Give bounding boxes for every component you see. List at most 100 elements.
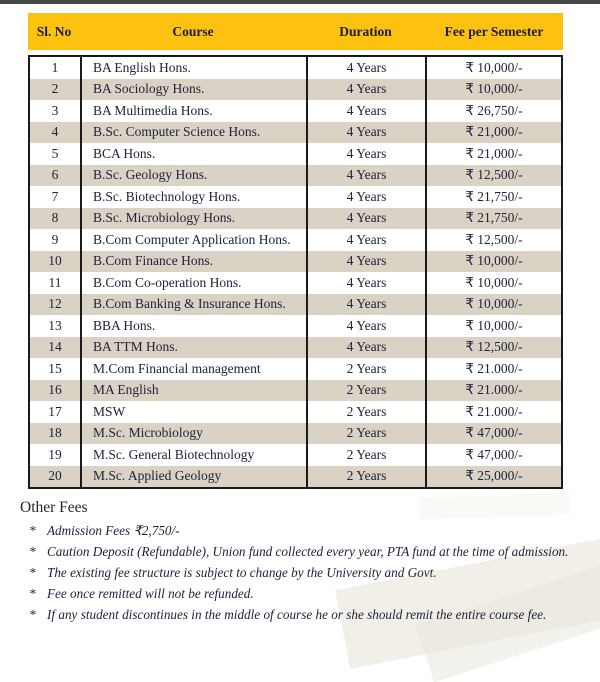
table-row: 13 BBA Hons. 4 Years ₹ 10,000/- bbox=[30, 315, 561, 337]
table-row: 4 B.Sc. Computer Science Hons. 4 Years ₹ 21… bbox=[30, 121, 561, 143]
cell-fee: ₹ 47,000/- bbox=[425, 422, 561, 444]
cell-course: BA English Hons. bbox=[80, 57, 306, 79]
table-row: 5 BCA Hons. 4 Years ₹ 21,000/- bbox=[30, 143, 561, 165]
other-fees-title: Other Fees bbox=[20, 499, 88, 516]
cell-course: B.Sc. Biotechnology Hons. bbox=[80, 186, 306, 208]
cell-sl-no: 3 bbox=[51, 102, 59, 118]
cell-sl-no: 20 bbox=[48, 468, 62, 484]
table-row: 14 BA TTM Hons. 4 Years ₹ 12,500/- bbox=[30, 336, 561, 358]
cell-course: B.Sc. Computer Science Hons. bbox=[80, 121, 306, 143]
cell-sl-no: 9 bbox=[51, 231, 59, 247]
cell-sl-no: 8 bbox=[51, 210, 59, 226]
cell-duration: 4 Years bbox=[306, 143, 425, 165]
fee-structure-page: Sl. No Course Duration Fee per Semester … bbox=[20, 13, 568, 622]
cell-course: BA Sociology Hons. bbox=[80, 78, 306, 100]
cell-fee: ₹ 10,000/- bbox=[425, 250, 561, 272]
cell-course: MSW bbox=[80, 401, 306, 423]
other-fees-text: Caution Deposit (Refundable), Union fund… bbox=[47, 544, 569, 560]
cell-sl-no: 17 bbox=[48, 403, 62, 419]
cell-fee: ₹ 10,000/- bbox=[425, 57, 561, 79]
cell-duration: 4 Years bbox=[306, 336, 425, 358]
fee-table-body: 1 BA English Hons. 4 Years ₹ 10,000/- 2 BA So… bbox=[28, 55, 563, 489]
cell-duration: 4 Years bbox=[306, 272, 425, 294]
other-fees-item: * Admission Fees ₹2,750/- bbox=[20, 524, 586, 538]
cell-fee: ₹ 25,000/- bbox=[425, 465, 561, 487]
cell-fee: ₹ 12,500/- bbox=[425, 336, 561, 358]
cell-sl-no: 6 bbox=[51, 167, 59, 183]
cell-sl-no: 1 bbox=[51, 59, 59, 75]
cell-duration: 4 Years bbox=[306, 164, 425, 186]
cell-sl-no: 7 bbox=[51, 188, 59, 204]
cell-fee: ₹ 10,000/- bbox=[425, 272, 561, 294]
cell-duration: 4 Years bbox=[306, 315, 425, 337]
other-fees-text: Fee once remitted will not be refunded. bbox=[47, 586, 254, 602]
cell-duration: 4 Years bbox=[306, 293, 425, 315]
cell-course: B.Com Co-operation Hons. bbox=[80, 272, 306, 294]
table-row: 16 MA English 2 Years ₹ 21.000/- bbox=[30, 379, 561, 401]
other-fees-item: * The existing fee structure is subject t… bbox=[20, 566, 586, 580]
asterisk-bullet: * bbox=[29, 565, 36, 581]
cell-sl-no: 4 bbox=[51, 124, 59, 140]
cell-sl-no: 15 bbox=[48, 360, 62, 376]
cell-course: BA Multimedia Hons. bbox=[80, 100, 306, 122]
cell-course: B.Sc. Geology Hons. bbox=[80, 164, 306, 186]
table-row: 6 B.Sc. Geology Hons. 4 Years ₹ 12,500/- bbox=[30, 164, 561, 186]
cell-course: M.Sc. Applied Geology bbox=[80, 465, 306, 487]
table-row: 2 BA Sociology Hons. 4 Years ₹ 10,000/- bbox=[30, 78, 561, 100]
cell-sl-no: 19 bbox=[48, 446, 62, 462]
cell-course: BA TTM Hons. bbox=[80, 336, 306, 358]
table-row: 18 M.Sc. Microbiology 2 Years ₹ 47,000/- bbox=[30, 422, 561, 444]
table-row: 7 B.Sc. Biotechnology Hons. 4 Years ₹ 21,75… bbox=[30, 186, 561, 208]
cell-duration: 4 Years bbox=[306, 207, 425, 229]
cell-fee: ₹ 26,750/- bbox=[425, 100, 561, 122]
cell-sl-no: 16 bbox=[48, 382, 62, 398]
table-row: 3 BA Multimedia Hons. 4 Years ₹ 26,750/- bbox=[30, 100, 561, 122]
cell-fee: ₹ 21.000/- bbox=[425, 379, 561, 401]
column-header-duration: Duration bbox=[339, 23, 392, 39]
table-row: 20 M.Sc. Applied Geology 2 Years ₹ 25,000/- bbox=[30, 465, 561, 487]
cell-fee: ₹ 47,000/- bbox=[425, 444, 561, 466]
cell-duration: 2 Years bbox=[306, 465, 425, 487]
column-header-course: Course bbox=[172, 23, 214, 39]
asterisk-bullet: * bbox=[29, 607, 36, 623]
other-fees-item: * Caution Deposit (Refundable), Union fun… bbox=[20, 545, 586, 559]
cell-duration: 2 Years bbox=[306, 379, 425, 401]
cell-fee: ₹ 21.000/- bbox=[425, 401, 561, 423]
other-fees-text: If any student discontinues in the middl… bbox=[47, 607, 547, 623]
cell-sl-no: 18 bbox=[48, 425, 62, 441]
cell-course: B.Sc. Microbiology Hons. bbox=[80, 207, 306, 229]
other-fees-item: * If any student discontinues in the midd… bbox=[20, 608, 586, 622]
page-top-border bbox=[0, 0, 600, 4]
cell-course: MA English bbox=[80, 379, 306, 401]
asterisk-bullet: * bbox=[29, 586, 36, 602]
cell-duration: 4 Years bbox=[306, 186, 425, 208]
cell-duration: 4 Years bbox=[306, 57, 425, 79]
table-row: 8 B.Sc. Microbiology Hons. 4 Years ₹ 21,750… bbox=[30, 207, 561, 229]
cell-duration: 2 Years bbox=[306, 444, 425, 466]
cell-fee: ₹ 21,750/- bbox=[425, 186, 561, 208]
cell-fee: ₹ 21,000/- bbox=[425, 143, 561, 165]
cell-course: M.Sc. General Biotechnology bbox=[80, 444, 306, 466]
table-row: 15 M.Com Financial management 2 Years ₹ 21.… bbox=[30, 358, 561, 380]
cell-sl-no: 11 bbox=[48, 274, 62, 290]
cell-duration: 2 Years bbox=[306, 422, 425, 444]
cell-fee: ₹ 21,750/- bbox=[425, 207, 561, 229]
cell-sl-no: 12 bbox=[48, 296, 62, 312]
asterisk-bullet: * bbox=[29, 544, 36, 560]
cell-sl-no: 13 bbox=[48, 317, 62, 333]
cell-fee: ₹ 12,500/- bbox=[425, 229, 561, 251]
cell-course: M.Sc. Microbiology bbox=[80, 422, 306, 444]
table-row: 11 B.Com Co-operation Hons. 4 Years ₹ 10,00… bbox=[30, 272, 561, 294]
other-fees-section: Other Fees * Admission Fees ₹2,750/- * Caut… bbox=[20, 499, 586, 629]
cell-duration: 2 Years bbox=[306, 401, 425, 423]
cell-duration: 4 Years bbox=[306, 78, 425, 100]
table-row: 10 B.Com Finance Hons. 4 Years ₹ 10,000/- bbox=[30, 250, 561, 272]
cell-sl-no: 5 bbox=[51, 145, 59, 161]
cell-fee: ₹ 10,000/- bbox=[425, 315, 561, 337]
cell-sl-no: 10 bbox=[48, 253, 62, 269]
cell-course: BCA Hons. bbox=[80, 143, 306, 165]
asterisk-bullet: * bbox=[29, 523, 36, 538]
cell-course: B.Com Finance Hons. bbox=[80, 250, 306, 272]
cell-duration: 4 Years bbox=[306, 121, 425, 143]
other-fees-text: The existing fee structure is subject to… bbox=[47, 565, 437, 581]
